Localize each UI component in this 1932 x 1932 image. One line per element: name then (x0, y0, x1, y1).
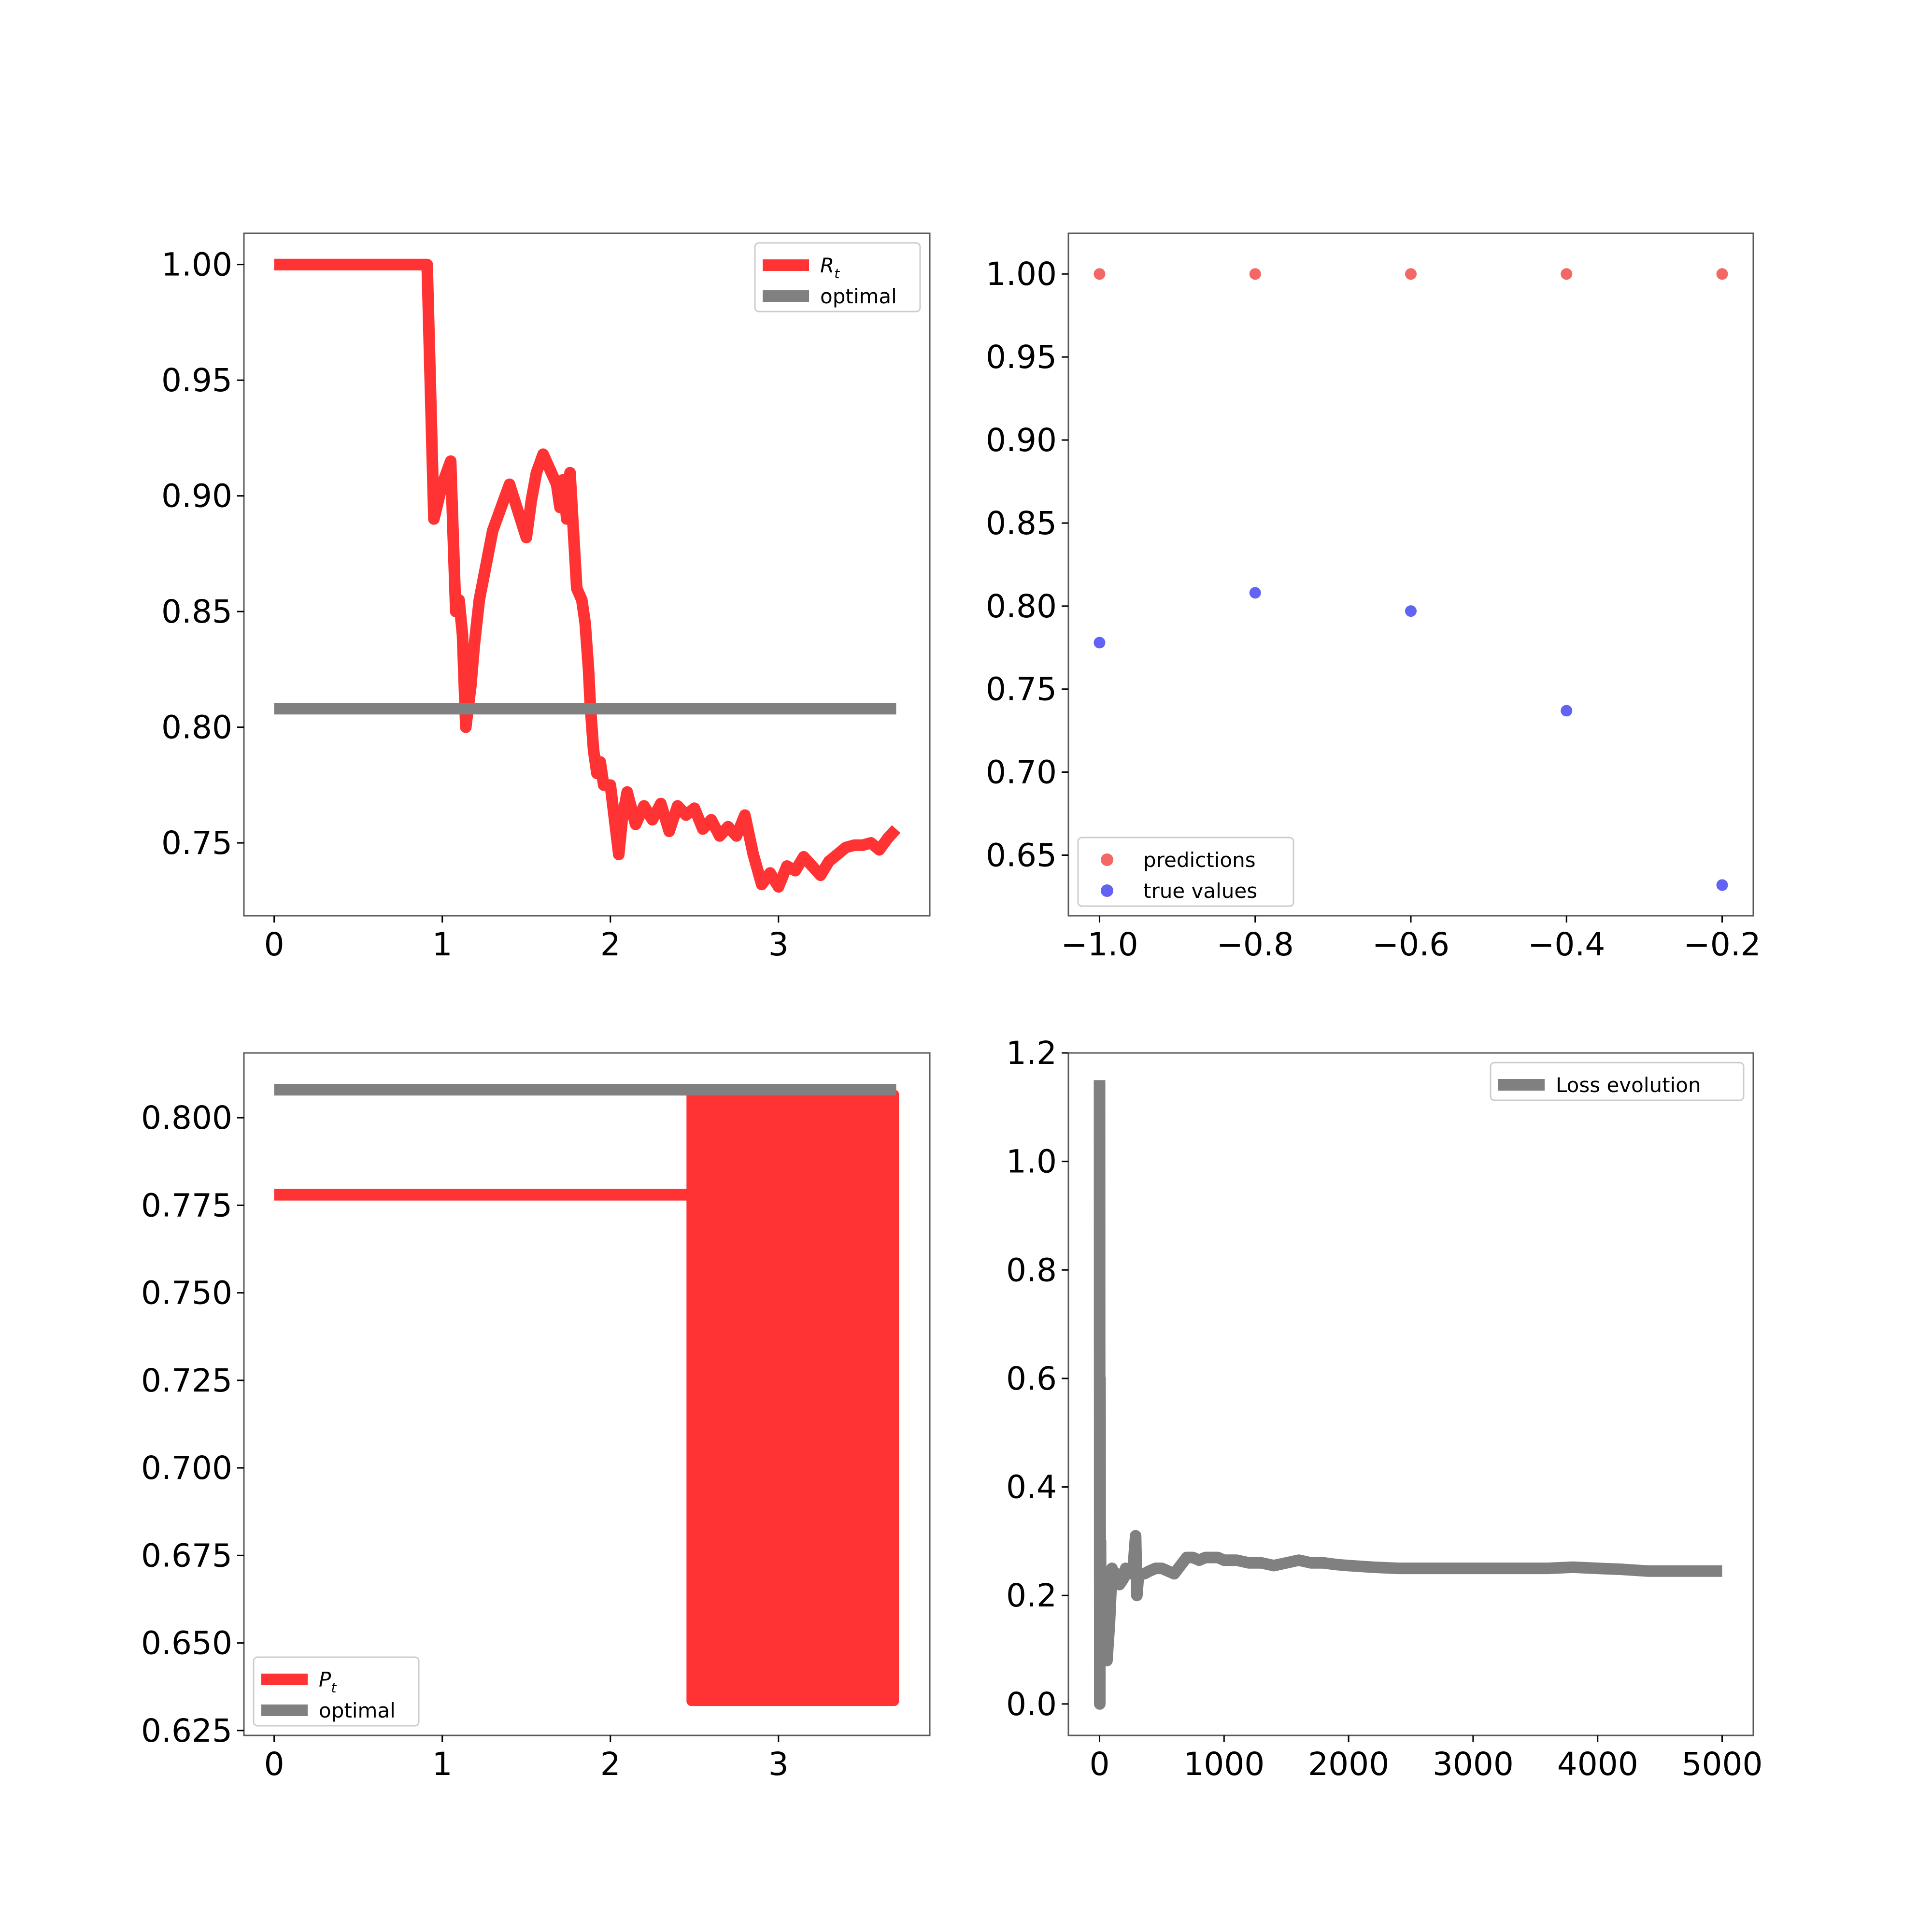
point-predictions-2 (1405, 268, 1417, 280)
x-tick-label-3: 3000 (1433, 1746, 1514, 1783)
legend-label-main-1: optimal (820, 284, 897, 308)
x-tick-label-1: 1000 (1183, 1746, 1264, 1783)
y-tick-label-1: 0.80 (161, 709, 232, 746)
axes-frame (243, 232, 931, 917)
y-tick-label-1: 0.70 (986, 754, 1057, 791)
x-tick-label-4: 4000 (1557, 1746, 1638, 1783)
y-tick-label-0: 0.625 (141, 1712, 232, 1749)
legend-label-main-1: true values (1143, 879, 1257, 903)
y-tick-label-1: 0.650 (141, 1625, 232, 1662)
y-tick-label-5: 0.90 (986, 422, 1057, 459)
y-tick-label-4: 0.85 (986, 505, 1057, 542)
pt-chart: 0 1 2 3 0.625 0.650 0.675 0.700 0.725 0.750 0.775 0… (141, 1052, 931, 1783)
x-tick-label-2: −0.6 (1372, 926, 1449, 963)
data-layer (1094, 268, 1728, 891)
legend: Pt optimal (253, 1656, 420, 1727)
legend-frame (1077, 837, 1294, 907)
axes-frame (1067, 232, 1754, 917)
legend-label-main-0: Loss evolution (1556, 1073, 1701, 1097)
point-true-values-2 (1405, 605, 1417, 617)
x-tick-label-1: −0.8 (1217, 926, 1294, 963)
y-tick-label-6: 0.775 (141, 1187, 232, 1224)
loss-chart: 0 1000 2000 3000 4000 5000 0.0 0.2 0.4 0.6 0.8 1.0 1… (1006, 1035, 1762, 1783)
x-tick-label-2: 2000 (1308, 1746, 1389, 1783)
series-oscillation-band (686, 1090, 899, 1706)
point-true-values-3 (1561, 705, 1573, 717)
data-layer (274, 1084, 899, 1706)
y-tick-label-3: 0.700 (141, 1449, 232, 1487)
legend-label-0: predictions (1143, 848, 1256, 872)
legend-label-main-0: P (319, 1668, 331, 1691)
x-tick-label-5: 5000 (1682, 1746, 1763, 1783)
x-tick-label-1: 1 (432, 1746, 453, 1783)
axes-frame (243, 1052, 931, 1736)
legend-marker-1 (1101, 884, 1113, 897)
point-true-values-1 (1249, 587, 1261, 599)
scatter-chart: −1.0 −0.8 −0.6 −0.4 −0.2 0.65 0.70 0.75 0.80 0.85… (986, 232, 1761, 963)
y-tick-label-6: 0.95 (986, 339, 1057, 376)
legend-label-0: Pt (319, 1668, 337, 1696)
x-tick-label-2: 2 (600, 926, 621, 963)
legend-frame (1490, 1062, 1745, 1101)
legend-label-1: true values (1143, 879, 1257, 903)
data-layer (1094, 1080, 1722, 1710)
x-tick-label-2: 2 (600, 1746, 621, 1783)
y-tick-label-7: 0.800 (141, 1099, 232, 1136)
y-tick-label-5: 0.750 (141, 1275, 232, 1312)
y-tick-label-5: 1.0 (1006, 1143, 1057, 1180)
y-tick-label-2: 0.4 (1006, 1469, 1057, 1506)
y-tick-label-7: 1.00 (986, 256, 1057, 293)
x-tick-label-3: 3 (768, 926, 789, 963)
y-tick-label-2: 0.85 (161, 593, 232, 630)
x-tick-label-1: 1 (432, 926, 453, 963)
legend-label-main-0: R (820, 254, 834, 277)
x-tick-label-3: 3 (768, 1746, 789, 1783)
legend-label-sub-0: t (331, 1680, 337, 1696)
data-layer (274, 258, 901, 893)
y-tick-label-3: 0.80 (986, 588, 1057, 625)
x-tick-label-4: −0.2 (1683, 926, 1761, 963)
legend-label-main-1: optimal (319, 1699, 396, 1722)
x-tick-label-0: 0 (264, 1746, 284, 1783)
y-tick-label-0: 0.0 (1006, 1686, 1057, 1723)
y-tick-label-0: 0.65 (986, 837, 1057, 874)
y-tick-label-2: 0.675 (141, 1537, 232, 1574)
legend-label-sub-0: t (834, 266, 840, 282)
legend-label-0: Rt (820, 254, 840, 282)
y-tick-label-1: 0.2 (1006, 1577, 1057, 1614)
legend: Loss evolution (1490, 1062, 1745, 1101)
y-tick-label-2: 0.75 (986, 671, 1057, 708)
x-tick-label-0: −1.0 (1061, 926, 1138, 963)
y-tick-label-0: 0.75 (161, 824, 232, 862)
y-tick-label-3: 0.6 (1006, 1360, 1057, 1397)
point-predictions-1 (1249, 268, 1261, 280)
y-tick-label-4: 0.8 (1006, 1251, 1057, 1289)
point-true-values-4 (1716, 879, 1728, 891)
series-line-0 (274, 258, 901, 893)
point-predictions-3 (1561, 268, 1573, 280)
y-tick-label-6: 1.2 (1006, 1035, 1057, 1072)
legend-label-0: Loss evolution (1556, 1073, 1701, 1097)
legend-label-main-0: predictions (1143, 848, 1256, 872)
x-tick-label-0: 0 (1089, 1746, 1109, 1783)
legend-label-1: optimal (820, 284, 897, 308)
series-line-0 (1094, 1080, 1722, 1710)
point-predictions-4 (1716, 268, 1728, 280)
point-true-values-0 (1094, 637, 1106, 649)
y-tick-label-4: 0.725 (141, 1362, 232, 1399)
y-tick-label-5: 1.00 (161, 246, 232, 284)
point-predictions-0 (1094, 268, 1106, 280)
legend-marker-0 (1101, 853, 1113, 866)
y-tick-label-4: 0.95 (161, 362, 232, 399)
legend: predictions true values (1077, 837, 1294, 907)
y-tick-label-3: 0.90 (161, 478, 232, 515)
axes-frame (1067, 1052, 1754, 1736)
x-tick-label-0: 0 (264, 926, 284, 963)
x-tick-label-3: −0.4 (1528, 926, 1605, 963)
legend-label-1: optimal (319, 1699, 396, 1722)
